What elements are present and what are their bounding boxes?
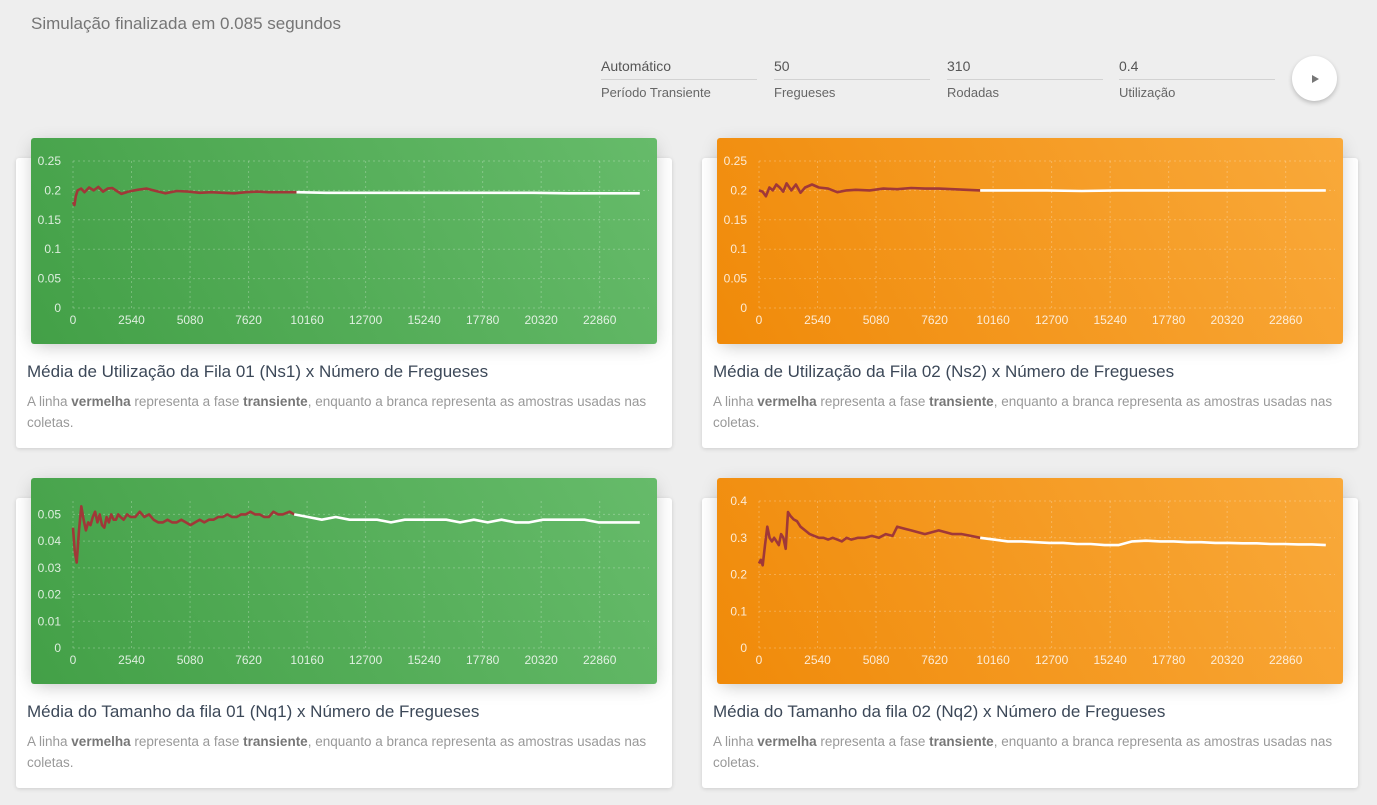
- y-tick-label: 0.2: [730, 183, 747, 197]
- x-tick-label: 7620: [921, 653, 948, 667]
- x-tick-label: 12700: [1035, 653, 1069, 667]
- card-description: A linha vermelha representa a fase trans…: [27, 394, 647, 430]
- card-title: Média do Tamanho da fila 02 (Nq2) x Núme…: [713, 702, 1166, 721]
- card-description: A linha vermelha representa a fase trans…: [713, 394, 1333, 430]
- y-tick-label: 0.05: [38, 272, 62, 286]
- x-tick-label: 12700: [349, 653, 383, 667]
- rounds-value[interactable]: 310: [947, 58, 1103, 80]
- x-tick-label: 22860: [583, 653, 617, 667]
- x-tick-label: 5080: [863, 653, 890, 667]
- card-description: A linha vermelha representa a fase trans…: [27, 734, 647, 770]
- y-tick-label: 0.4: [730, 494, 747, 508]
- y-tick-label: 0: [54, 301, 61, 315]
- y-tick-label: 0.2: [44, 183, 61, 197]
- y-tick-label: 0.25: [38, 154, 62, 168]
- series-line-transiente: [757, 510, 981, 567]
- card-title: Média de Utilização da Fila 01 (Ns1) x N…: [27, 362, 489, 381]
- simulation-params: Automático Período Transiente 50 Fregues…: [0, 58, 1377, 108]
- y-tick-label: 0.1: [730, 604, 747, 618]
- chart-nq1: 0 0.01 0.02 0.03 0.04 0.05 0 2540 5080 7620 10160 1…: [31, 478, 657, 684]
- x-tick-label: 20320: [1210, 653, 1244, 667]
- series-line-transiente: [758, 182, 981, 198]
- x-tick-label: 10160: [976, 653, 1010, 667]
- x-tick-label: 22860: [1269, 653, 1303, 667]
- utilization-value[interactable]: 0.4: [1119, 58, 1275, 80]
- utilization-field[interactable]: 0.4 Utilização: [1119, 58, 1275, 100]
- x-tick-label: 22860: [1269, 313, 1303, 327]
- x-tick-label: 0: [70, 653, 77, 667]
- x-tick-label: 7620: [235, 653, 262, 667]
- transient-period-field[interactable]: Automático Período Transiente: [601, 58, 757, 100]
- x-tick-label: 5080: [863, 313, 890, 327]
- y-tick-label: 0.15: [38, 213, 62, 227]
- x-tick-label: 15240: [1093, 653, 1127, 667]
- play-arrow-icon: [1311, 74, 1319, 83]
- x-tick-label: 17780: [1152, 653, 1186, 667]
- card-description: A linha vermelha representa a fase trans…: [713, 734, 1333, 770]
- simulation-status: Simulação finalizada em 0.085 segundos: [31, 14, 341, 33]
- rounds-field[interactable]: 310 Rodadas: [947, 58, 1103, 100]
- series-line-amostras: [296, 190, 640, 195]
- chart-nq2: 0 0.1 0.2 0.3 0.4 0 2540 5080 7620 10160 12700 1524…: [717, 478, 1343, 684]
- y-tick-label: 0: [740, 301, 747, 315]
- y-tick-label: 0.3: [730, 531, 747, 545]
- series-line-amostras: [980, 536, 1326, 547]
- x-tick-label: 22860: [583, 313, 617, 327]
- x-tick-label: 2540: [118, 313, 145, 327]
- play-button[interactable]: [1292, 56, 1337, 101]
- x-tick-label: 2540: [804, 653, 831, 667]
- y-tick-label: 0.03: [38, 561, 62, 575]
- x-tick-label: 7620: [921, 313, 948, 327]
- x-tick-label: 7620: [235, 313, 262, 327]
- rounds-label: Rodadas: [947, 85, 1000, 100]
- chart-ns2: 0 0.05 0.1 0.15 0.2 0.25 0 2540 5080 7620 10160 127…: [717, 138, 1343, 344]
- y-tick-label: 0.25: [724, 154, 748, 168]
- x-tick-label: 12700: [349, 313, 383, 327]
- x-tick-label: 10160: [290, 313, 324, 327]
- x-tick-label: 5080: [177, 653, 204, 667]
- x-tick-label: 15240: [1093, 313, 1127, 327]
- x-tick-label: 17780: [1152, 313, 1186, 327]
- x-tick-label: 2540: [804, 313, 831, 327]
- x-tick-label: 17780: [466, 313, 500, 327]
- card-title: Média de Utilização da Fila 02 (Ns2) x N…: [713, 362, 1175, 381]
- x-tick-label: 0: [70, 313, 77, 327]
- x-tick-label: 15240: [407, 313, 441, 327]
- y-tick-label: 0.1: [730, 242, 747, 256]
- y-tick-label: 0.2: [730, 568, 747, 582]
- y-tick-label: 0.05: [724, 272, 748, 286]
- x-tick-label: 20320: [524, 653, 558, 667]
- y-tick-label: 0: [54, 641, 61, 655]
- y-tick-label: 0: [740, 641, 747, 655]
- series-line-amostras: [980, 189, 1326, 193]
- transient-period-label: Período Transiente: [601, 85, 711, 100]
- x-tick-label: 17780: [466, 653, 500, 667]
- x-tick-label: 5080: [177, 313, 204, 327]
- y-tick-label: 0.05: [38, 507, 62, 521]
- x-tick-label: 10160: [976, 313, 1010, 327]
- x-tick-label: 15240: [407, 653, 441, 667]
- utilization-label: Utilização: [1119, 85, 1176, 100]
- chart-ns1: 0 0.05 0.1 0.15 0.2 0.25 0 2540 5080 7620 10160 127…: [31, 138, 657, 344]
- y-tick-label: 0.15: [724, 213, 748, 227]
- x-tick-label: 2540: [118, 653, 145, 667]
- customers-value[interactable]: 50: [774, 58, 930, 80]
- y-tick-label: 0.02: [38, 588, 62, 602]
- y-tick-label: 0.04: [38, 534, 62, 548]
- series-line-transiente: [71, 505, 295, 564]
- y-tick-label: 0.1: [44, 242, 61, 256]
- transient-period-value[interactable]: Automático: [601, 58, 757, 80]
- x-tick-label: 12700: [1035, 313, 1069, 327]
- y-tick-label: 0.01: [38, 614, 62, 628]
- customers-field[interactable]: 50 Fregueses: [774, 58, 930, 100]
- x-tick-label: 0: [756, 653, 763, 667]
- customers-label: Fregueses: [774, 85, 836, 100]
- x-tick-label: 10160: [290, 653, 324, 667]
- series-line-transiente: [71, 185, 297, 207]
- x-tick-label: 20320: [524, 313, 558, 327]
- x-tick-label: 0: [756, 313, 763, 327]
- x-tick-label: 20320: [1210, 313, 1244, 327]
- series-line-amostras: [293, 513, 640, 524]
- card-title: Média do Tamanho da fila 01 (Nq1) x Núme…: [27, 702, 480, 721]
